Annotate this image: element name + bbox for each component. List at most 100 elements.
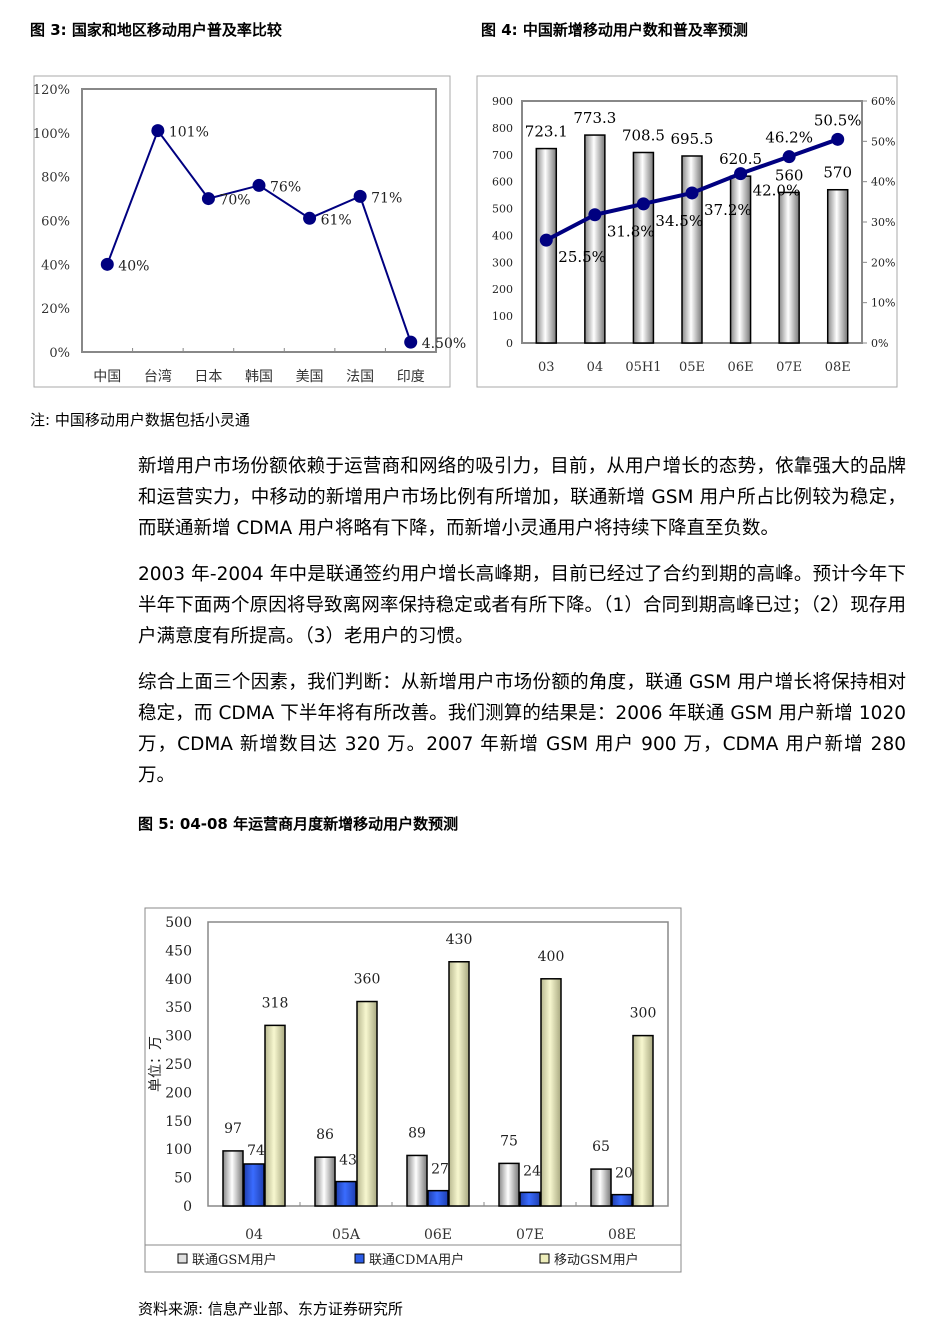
bar <box>729 175 752 344</box>
x-tick-label: 06E <box>424 1227 452 1243</box>
bar-label: 86 <box>316 1127 334 1143</box>
x-tick-label: 中国 <box>93 369 121 385</box>
y-tick-label: 200 <box>165 1085 192 1101</box>
data-point <box>252 178 266 192</box>
chart-4-plot-area <box>521 100 863 344</box>
x-tick-label: 台湾 <box>144 368 172 385</box>
legend-label: 联通GSM用户 <box>192 1252 277 1268</box>
bar-label: 400 <box>538 949 565 965</box>
bar-label: 723.1 <box>525 123 568 141</box>
y2-tick-label: 40% <box>871 176 895 189</box>
data-point <box>303 211 317 225</box>
x-tick-label: 08E <box>825 360 851 375</box>
data-label: 61% <box>321 212 352 228</box>
bar-label: 20 <box>615 1166 633 1182</box>
x-tick-label: 08E <box>608 1227 636 1243</box>
bar <box>632 151 655 344</box>
y-tick-label: 350 <box>165 1000 192 1016</box>
y2-tick-label: 30% <box>871 216 895 229</box>
series-line <box>106 128 412 343</box>
bar-label: 97 <box>224 1121 242 1137</box>
bar-label: 27 <box>431 1162 449 1178</box>
y-tick-label: 400 <box>165 972 192 988</box>
chart-3-frame <box>33 75 451 388</box>
y-tick-label: 0 <box>506 337 513 350</box>
y-tick-label: 100 <box>165 1142 192 1158</box>
y-tick-label: 0 <box>183 1199 192 1215</box>
paragraph-2: 2003 年-2004 年中是联通签约用户增长高峰期，目前已经过了合约到期的高峰… <box>138 564 906 647</box>
y-tick-label: 0% <box>49 346 70 361</box>
y-tick-label: 100 <box>492 310 513 323</box>
bar-2 <box>335 1180 357 1207</box>
line-label: 42.0% <box>753 182 801 200</box>
legend-swatch <box>354 1253 365 1264</box>
y-tick-label: 20% <box>41 302 70 317</box>
bar-label: 300 <box>630 1006 657 1022</box>
chart-3-plot-area <box>81 88 437 353</box>
line-point <box>588 208 602 222</box>
bar-label: 89 <box>408 1125 426 1141</box>
bar-label: 695.5 <box>671 130 714 148</box>
bar-label: 773.3 <box>573 109 616 127</box>
bar-3 <box>632 1034 654 1207</box>
chart-4-frame <box>476 75 898 388</box>
chart-note: 注: 中国移动用户数据包括小灵通 <box>30 411 250 429</box>
bar-label: 430 <box>446 932 473 948</box>
bar-label: 620.5 <box>719 150 762 168</box>
y-tick-label: 500 <box>492 203 513 216</box>
line-point <box>782 150 796 164</box>
paragraph-1: 新增用户市场份额依赖于运营商和网络的吸引力，目前，从用户增长的态势，依靠强大的品… <box>138 456 906 539</box>
x-tick-label: 07E <box>516 1227 544 1243</box>
legend-label: 移动GSM用户 <box>554 1252 639 1268</box>
y2-tick-label: 50% <box>871 135 895 148</box>
bar <box>584 134 606 344</box>
bar-1 <box>222 1150 244 1207</box>
figure-5-caption: 图 5: 04-08 年运营商月度新增移动用户数预测 <box>138 815 459 833</box>
data-point <box>100 257 114 271</box>
body-text: 新增用户市场份额依赖于运营商和网络的吸引力，目前，从用户增长的态势，依靠强大的品… <box>138 451 906 834</box>
x-tick-label: 05H1 <box>625 360 661 375</box>
y-tick-label: 50 <box>174 1171 192 1187</box>
y2-tick-label: 60% <box>871 95 895 108</box>
bar-3 <box>356 1000 378 1207</box>
data-point <box>353 189 367 203</box>
y2-tick-label: 10% <box>871 297 895 310</box>
y-tick-label: 900 <box>492 95 513 108</box>
bar-2 <box>611 1193 633 1207</box>
y-tick-label: 450 <box>165 943 192 959</box>
line-label: 34.5% <box>655 212 703 230</box>
bar-label: 24 <box>523 1163 541 1179</box>
data-point <box>151 124 165 138</box>
bar-2 <box>427 1189 449 1207</box>
bar-label: 708.5 <box>622 126 665 144</box>
x-tick-label: 法国 <box>346 369 374 385</box>
x-tick-label: 印度 <box>397 369 425 385</box>
line-label: 46.2% <box>765 129 813 147</box>
y-tick-label: 200 <box>492 283 513 296</box>
bar-label: 43 <box>339 1153 357 1169</box>
line-label: 37.2% <box>704 201 752 219</box>
x-tick-label: 03 <box>538 360 555 375</box>
figure-4-caption: 图 4: 中国新增移动用户数和普及率预测 <box>481 21 748 39</box>
bar <box>535 147 558 344</box>
bar-2 <box>519 1191 541 1207</box>
data-point <box>404 335 418 349</box>
y-tick-label: 100% <box>33 127 70 142</box>
bar-label: 570 <box>823 164 852 182</box>
legend-swatch <box>177 1253 188 1264</box>
paragraph-3: 综合上面三个因素，我们判断：从新增用户市场份额的角度，联通 GSM 用户增长将保… <box>138 672 906 786</box>
x-tick-label: 06E <box>728 360 754 375</box>
x-tick-label: 美国 <box>296 369 324 385</box>
y-tick-label: 120% <box>33 83 70 98</box>
x-tick-label: 04 <box>587 360 604 375</box>
data-point <box>201 192 215 206</box>
y-tick-label: 80% <box>41 171 70 186</box>
line-point <box>831 132 845 146</box>
x-tick-label: 05A <box>332 1227 361 1243</box>
bar-label: 318 <box>262 995 289 1011</box>
penetration-line <box>545 137 839 242</box>
chart-5-frame <box>144 907 682 1273</box>
line-point <box>734 167 748 181</box>
y-tick-label: 150 <box>165 1114 192 1130</box>
